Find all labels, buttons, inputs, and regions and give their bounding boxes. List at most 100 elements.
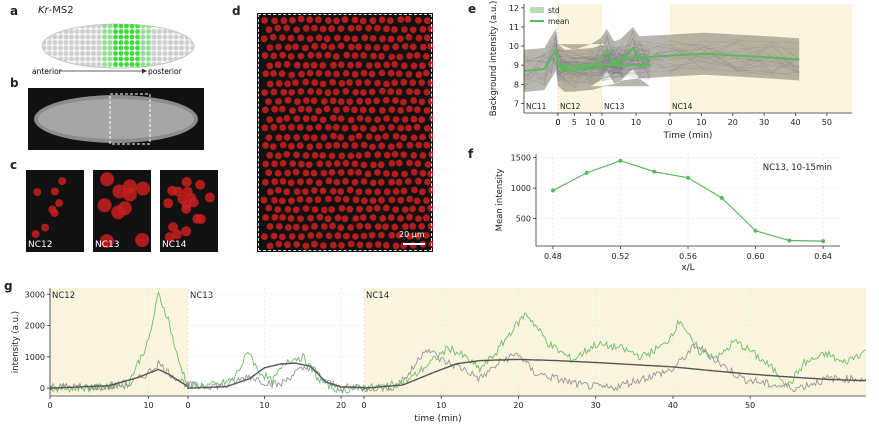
field-nucleus xyxy=(356,205,363,213)
data-point xyxy=(821,239,826,244)
nucleus xyxy=(181,226,192,237)
field-nucleus xyxy=(351,160,359,168)
field-nucleus xyxy=(276,116,283,124)
field-nucleus xyxy=(307,88,314,95)
panel-c-label: c xyxy=(10,158,18,172)
field-nucleus xyxy=(265,98,272,105)
field-nucleus xyxy=(369,214,377,221)
field-nucleus xyxy=(374,223,382,231)
embryo-nucleus xyxy=(173,56,179,62)
series-green-line xyxy=(49,291,867,395)
field-nucleus xyxy=(347,240,355,248)
field-nucleus xyxy=(419,152,427,159)
embryo-nucleus xyxy=(135,40,140,45)
field-nucleus xyxy=(310,134,318,142)
embryo-nucleus xyxy=(135,34,140,40)
field-nucleus xyxy=(428,240,436,248)
field-nucleus xyxy=(296,196,304,203)
field-nucleus xyxy=(346,205,354,213)
field-nucleus xyxy=(356,241,364,249)
nucleus xyxy=(31,230,40,238)
field-nucleus xyxy=(287,53,295,60)
embryo-nucleus xyxy=(184,51,190,56)
y-axis-label: intensity (a.u.) xyxy=(11,311,21,373)
field-nucleus xyxy=(302,62,310,69)
ap-axis: anterior posterior xyxy=(32,67,183,76)
field-nucleus xyxy=(355,152,363,159)
field-nucleus xyxy=(428,132,436,140)
field-nucleus xyxy=(427,25,435,33)
field-nucleus xyxy=(303,97,310,104)
field-nucleus xyxy=(409,79,417,87)
x-tick-label: 30 xyxy=(759,118,769,127)
field-nucleus xyxy=(261,89,268,96)
trace-line xyxy=(523,37,800,86)
field-nucleus xyxy=(419,25,427,33)
embryo-nucleus xyxy=(151,51,157,56)
field-nucleus xyxy=(391,223,399,231)
field-nucleus xyxy=(333,34,341,42)
field-nucleus xyxy=(422,69,430,77)
field-nucleus xyxy=(279,141,287,149)
field-nucleus xyxy=(415,17,422,24)
embryo-nucleus xyxy=(173,34,179,40)
data-point xyxy=(719,195,724,200)
trace-line xyxy=(523,30,800,83)
trace-line xyxy=(523,35,800,84)
embryo-nucleus xyxy=(124,56,129,62)
nucleus xyxy=(50,187,59,196)
field-nucleus xyxy=(275,186,282,194)
field-nucleus xyxy=(274,206,282,213)
scalebar-label: 20 µm xyxy=(399,230,425,239)
field-nucleus xyxy=(400,151,408,159)
embryo-nucleus xyxy=(91,45,96,51)
field-nucleus xyxy=(347,168,355,176)
data-point xyxy=(753,228,758,233)
trace-line xyxy=(523,42,800,85)
field-nucleus xyxy=(275,80,283,87)
embryo-nucleus xyxy=(96,45,102,51)
field-nucleus xyxy=(382,204,390,212)
field-nucleus xyxy=(324,215,332,223)
field-nucleus xyxy=(396,35,404,43)
trace-line xyxy=(523,45,800,80)
field-nucleus xyxy=(341,124,349,132)
field-nucleus xyxy=(409,222,417,230)
field-nucleus xyxy=(351,178,359,186)
x-tick-label: 20 xyxy=(728,118,738,127)
field-nucleus xyxy=(427,204,435,212)
embryo-nucleus xyxy=(52,45,58,51)
field-nucleus xyxy=(388,160,396,167)
field-nucleus xyxy=(351,16,359,24)
field-nucleus xyxy=(422,53,430,60)
field-nucleus xyxy=(333,141,340,149)
cycle-label: NC12 xyxy=(52,291,75,301)
field-nucleus xyxy=(274,24,282,32)
x-tick-label: 0.52 xyxy=(612,252,630,261)
y-tick-label: 12 xyxy=(509,4,519,13)
field-nucleus xyxy=(275,152,282,160)
field-nucleus xyxy=(415,71,423,79)
embryo-nucleus xyxy=(129,62,135,67)
field-nucleus xyxy=(423,107,431,114)
field-nucleus xyxy=(315,69,323,77)
field-nucleus xyxy=(269,33,277,41)
field-nucleus xyxy=(306,16,313,24)
field-nucleus xyxy=(348,43,355,51)
embryo-nucleus xyxy=(107,62,113,67)
field-nucleus xyxy=(310,61,318,69)
embryo-nucleus xyxy=(96,34,102,40)
field-nucleus xyxy=(374,61,381,69)
field-nucleus xyxy=(342,196,350,203)
nuclei-field-image: 20 µm xyxy=(257,13,436,252)
field-nucleus xyxy=(289,107,296,115)
anterior-label: anterior xyxy=(32,67,63,76)
trace-line xyxy=(523,40,800,86)
embryo-nucleus xyxy=(129,45,135,51)
embryo-nucleus xyxy=(146,34,151,40)
field-nucleus xyxy=(315,179,323,187)
field-nucleus xyxy=(391,60,399,68)
field-nucleus xyxy=(337,115,345,122)
embryo-nucleus xyxy=(173,51,179,56)
field-nucleus xyxy=(392,116,400,123)
